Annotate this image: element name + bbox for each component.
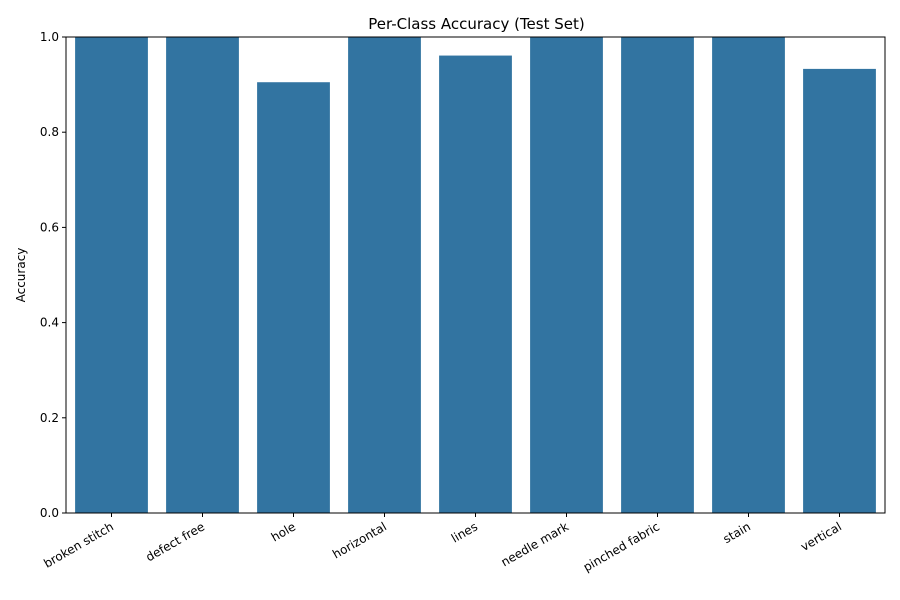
bars-group [75,37,876,514]
bar-vertical [803,68,876,513]
bar-hole [257,82,330,513]
y-tick-label: 0.0 [40,506,59,520]
y-ticks-group: 0.0 0.2 0.4 0.6 0.8 1.0 [40,30,66,520]
x-tick-label: defect free [143,519,207,564]
plot-frame [65,36,886,514]
bar-lines [439,55,512,514]
x-ticks-group: broken stitch defect free hole horizontal li… [41,513,844,574]
bar-defect-free [166,37,239,513]
y-tick-label: 0.6 [40,220,59,234]
y-tick-label: 0.4 [40,316,59,330]
x-tick-label: pinched fabric [581,519,662,574]
x-tick-label: lines [449,519,480,545]
y-axis-label: Accuracy [14,248,28,303]
bar-pinched-fabric [621,37,694,513]
x-tick-label: stain [721,519,753,546]
x-tick-label: hole [269,519,298,544]
chart-title: Per-Class Accuracy (Test Set) [368,15,584,33]
x-tick-label: needle mark [499,519,571,569]
bar-broken-stitch [75,37,148,513]
y-tick-label: 0.8 [40,125,59,139]
y-tick-label: 0.2 [40,411,59,425]
y-tick-label: 1.0 [40,30,59,44]
x-tick-label: vertical [798,519,844,553]
bar-needle-mark [530,37,603,513]
x-tick-label: horizontal [330,519,389,561]
bar-horizontal [348,37,421,513]
bar-stain [712,37,785,513]
x-tick-label: broken stitch [41,519,116,570]
